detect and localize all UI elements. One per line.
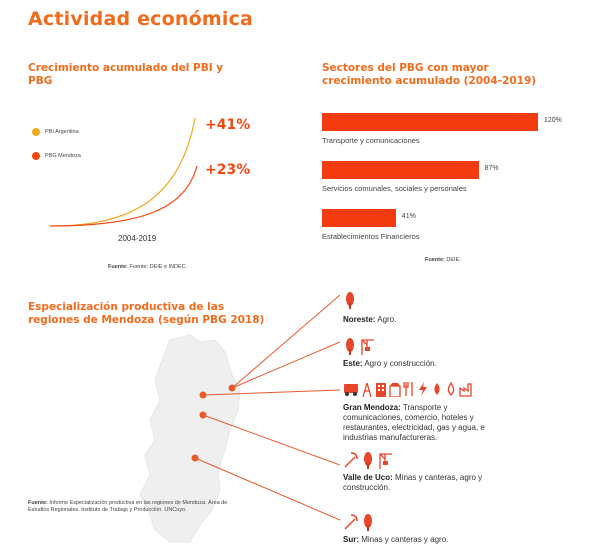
region-gran-mendoza-desc: Transporte y comunicaciones, comercio, h… — [343, 403, 485, 442]
sectors-chart-title: Sectores del PBG con mayor crecimiento a… — [322, 62, 537, 87]
construction-crane-icon — [361, 339, 374, 355]
growth-chart-title: Crecimiento acumulado del PBI y PBG — [28, 62, 224, 87]
map-source: Fuente: Informe Especialización producti… — [28, 500, 248, 514]
sector-bar-label: Establecimientos Financieros — [322, 232, 420, 241]
growth-chart-source: Fuente: Fuente: DEIE e INDEC. — [108, 264, 187, 270]
mendoza-map-svg — [139, 294, 340, 543]
page-title: Actividad económica — [28, 8, 254, 30]
x-axis-label: 2004-2019 — [118, 234, 157, 243]
mining-pick-icon — [344, 452, 358, 468]
growth-chart-svg — [49, 117, 198, 227]
region-gran-mendoza: Gran Mendoza: Transporte y comunicacione… — [343, 403, 498, 443]
region-sur-name: Sur: — [343, 535, 359, 544]
region-noreste: Noreste: Agro. — [343, 315, 503, 325]
region-gran-mendoza-name: Gran Mendoza: — [343, 403, 401, 412]
sectors-chart-source: Fuente: DEIE. — [425, 257, 461, 263]
region-valle-de-uco-name: Valle de Uco: — [343, 473, 393, 482]
map-source-label: Fuente: — [28, 500, 48, 506]
icons-valle-de-uco — [343, 451, 393, 469]
gas-icon — [434, 383, 440, 395]
sector-bar — [322, 209, 396, 227]
legend-label-pbg: PBG Mendoza — [45, 153, 81, 159]
sectors-source-label: Fuente: — [425, 257, 445, 263]
factory-icon — [459, 383, 472, 397]
construction-crane-icon — [379, 453, 392, 469]
region-noreste-name: Noreste: — [343, 315, 376, 324]
truck-icon — [344, 384, 358, 396]
legend-dot-pbi — [32, 128, 40, 136]
sector-bar — [322, 113, 538, 131]
legend-dot-pbg — [32, 152, 40, 160]
region-sur: Sur: Minas y canteras y agro. — [343, 535, 503, 545]
icons-sur — [343, 513, 375, 531]
agro-icon — [364, 452, 372, 469]
series-end-label-pbi: +41% — [205, 117, 251, 133]
legend-label-pbi: PBI Argentina — [45, 129, 79, 135]
map-source-text: Informe Especialización productiva en la… — [28, 500, 228, 513]
sectors-source-text: DEIE. — [446, 257, 461, 263]
legend-item-pbg: PBG Mendoza — [32, 152, 81, 160]
growth-source-text: Fuente: DEIE e INDEC. — [129, 264, 188, 270]
sector-bar-value: 87% — [484, 165, 499, 172]
sector-bar-label: Transporte y comunicaciones — [322, 136, 420, 145]
region-valle-de-uco: Valle de Uco: Minas y canteras, agro y c… — [343, 473, 503, 493]
region-este-desc: Agro y construcción. — [362, 359, 437, 368]
lightning-icon — [419, 382, 427, 396]
region-sur-desc: Minas y canteras y agro. — [359, 535, 449, 544]
antenna-icon — [362, 382, 372, 397]
region-markers — [191, 384, 236, 462]
agro-icon — [364, 514, 372, 531]
building-icon — [376, 383, 386, 397]
agro-icon — [346, 292, 354, 309]
icons-este — [343, 337, 375, 355]
icons-gran-mendoza — [343, 381, 475, 397]
mendoza-map-shape — [139, 334, 241, 543]
icons-noreste — [343, 291, 357, 309]
sector-bar-value: 120% — [544, 117, 562, 124]
sector-bar — [322, 161, 479, 179]
sector-bar-label: Servicios comunales, sociales y personal… — [322, 184, 467, 193]
region-valle-de-uco-desc: Minas y canteras, agro y construcción. — [343, 473, 483, 492]
water-drop-icon — [447, 381, 455, 396]
shop-icon — [389, 383, 401, 397]
agro-icon — [346, 338, 354, 355]
region-noreste-desc: Agro. — [375, 315, 397, 324]
mining-pick-icon — [344, 514, 358, 530]
restaurant-icon — [403, 382, 413, 396]
growth-source-label: Fuente: — [108, 264, 128, 270]
map-title: Especialización productiva de las region… — [28, 301, 265, 326]
connector-lines — [194, 294, 340, 521]
region-este: Este: Agro y construcción. — [343, 359, 503, 369]
series-line-pbg — [49, 165, 198, 227]
series-line-pbi — [49, 117, 196, 227]
sector-bar-value: 41% — [401, 213, 416, 220]
series-end-label-pbg: +23% — [205, 162, 251, 178]
legend-item-pbi: PBI Argentina — [32, 128, 79, 136]
region-este-name: Este: — [343, 359, 363, 368]
